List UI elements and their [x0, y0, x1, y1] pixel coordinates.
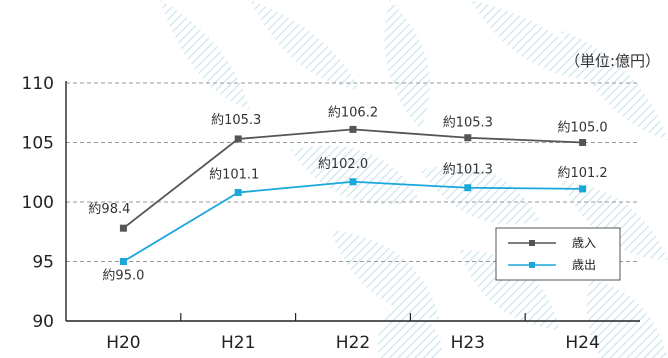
data-point [349, 178, 357, 186]
legend-label-expenditure: 歳出 [572, 258, 596, 272]
y-tick-label: 105 [22, 134, 54, 154]
y-tick-label: 90 [32, 312, 54, 332]
data-point [579, 185, 587, 193]
data-label: 約106.2 [328, 105, 378, 120]
x-tick-label: H23 [451, 333, 485, 353]
data-point [119, 258, 127, 265]
data-label: 約105.3 [443, 116, 493, 131]
x-tick-label: H22 [336, 333, 370, 353]
data-point [349, 125, 357, 133]
data-point [464, 134, 472, 142]
data-label: 約105.3 [211, 113, 261, 128]
x-tick-label: H24 [565, 333, 599, 353]
data-labels: 約98.4 約105.3 約106.2 約105.3 約105.0 約95.0 約101.1… [88, 105, 607, 283]
data-point [579, 139, 587, 146]
legend: 歳入 歳出 [495, 227, 621, 281]
y-tick-label: 95 [32, 253, 54, 273]
legend-label-revenue: 歳入 [572, 236, 596, 250]
y-tick-label: 100 [22, 193, 54, 213]
data-label: 約102.0 [318, 157, 368, 172]
data-label: 約105.0 [557, 121, 607, 136]
legend-box [495, 227, 621, 281]
series-group [119, 125, 587, 265]
data-point [119, 224, 127, 232]
axes: 90 95 100 105 110 H20 H21 H22 H23 H24 [22, 74, 640, 353]
x-tick-label: H21 [221, 333, 255, 353]
data-label: 約95.0 [102, 269, 144, 284]
x-tick-label: H20 [106, 333, 140, 353]
legend-marker-expenditure [529, 262, 535, 268]
data-label: 約101.1 [209, 167, 259, 182]
unit-label: （単位:億円） [565, 52, 660, 70]
data-label: 約98.4 [88, 202, 130, 217]
data-point [464, 184, 472, 192]
y-tick-label: 110 [22, 74, 54, 94]
leaf-pattern-background [160, 0, 668, 358]
data-point [234, 135, 242, 143]
data-label: 約101.3 [443, 163, 493, 178]
data-label: 約101.2 [557, 166, 607, 181]
data-point [234, 188, 242, 196]
legend-marker-revenue [529, 240, 535, 246]
